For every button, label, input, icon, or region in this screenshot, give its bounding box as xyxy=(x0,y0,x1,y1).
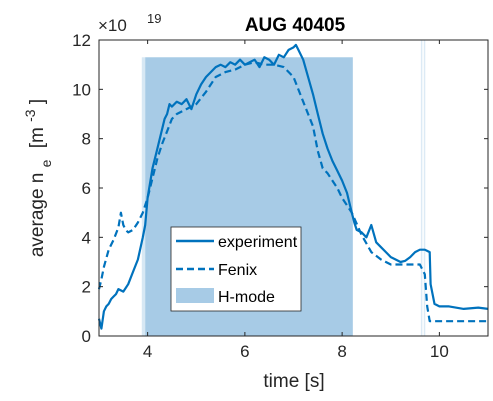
legend-swatch-h-mode xyxy=(176,288,214,303)
series-layer xyxy=(97,43,489,330)
y-multiplier-exponent: 19 xyxy=(147,11,161,26)
y-axis-title: average n e [m -3 ] xyxy=(19,99,56,257)
y-multiplier: ×10 19 xyxy=(98,11,161,35)
y-axis-title-units: [m xyxy=(27,127,48,148)
y-tick-label: 12 xyxy=(72,31,91,50)
y-tick-label: 8 xyxy=(82,130,91,149)
h-mode-region-2 xyxy=(420,40,423,336)
x-axis-title: time [s] xyxy=(263,371,324,392)
y-tick-label: 6 xyxy=(82,179,91,198)
svg-text:average n e [m: average n e [m -3 ] xyxy=(19,99,56,257)
y-axis-title-exponent: -3 xyxy=(22,109,38,122)
x-tick-label: 6 xyxy=(240,342,249,361)
h-mode-region-0 xyxy=(141,57,146,337)
x-tick-label: 8 xyxy=(337,342,346,361)
x-tick-label: 4 xyxy=(143,342,152,361)
series-line-fenix xyxy=(97,61,488,323)
axis-ticks: 4 6 8 10 0 2 4 6 8 10 12 xyxy=(72,31,488,361)
legend-label-experiment: experiment xyxy=(218,234,298,251)
y-multiplier-base: ×10 xyxy=(98,16,127,35)
legend: experiment Fenix H-mode xyxy=(170,226,302,312)
legend-label-fenix: Fenix xyxy=(218,262,257,279)
y-axis-title-main: average n xyxy=(27,173,48,258)
chart-title: AUG 40405 xyxy=(245,15,346,36)
h-mode-region-3 xyxy=(423,40,426,336)
y-axis-title-close: ] xyxy=(27,99,48,104)
y-axis-title-subscript: e xyxy=(38,159,54,167)
y-tick-label: 2 xyxy=(82,278,91,297)
series-line-experiment xyxy=(97,43,489,330)
y-tick-label: 4 xyxy=(82,228,91,247)
x-tick-label: 10 xyxy=(430,342,449,361)
legend-label-h-mode: H-mode xyxy=(218,289,275,306)
y-tick-label: 0 xyxy=(82,327,91,346)
y-tick-label: 10 xyxy=(72,80,91,99)
